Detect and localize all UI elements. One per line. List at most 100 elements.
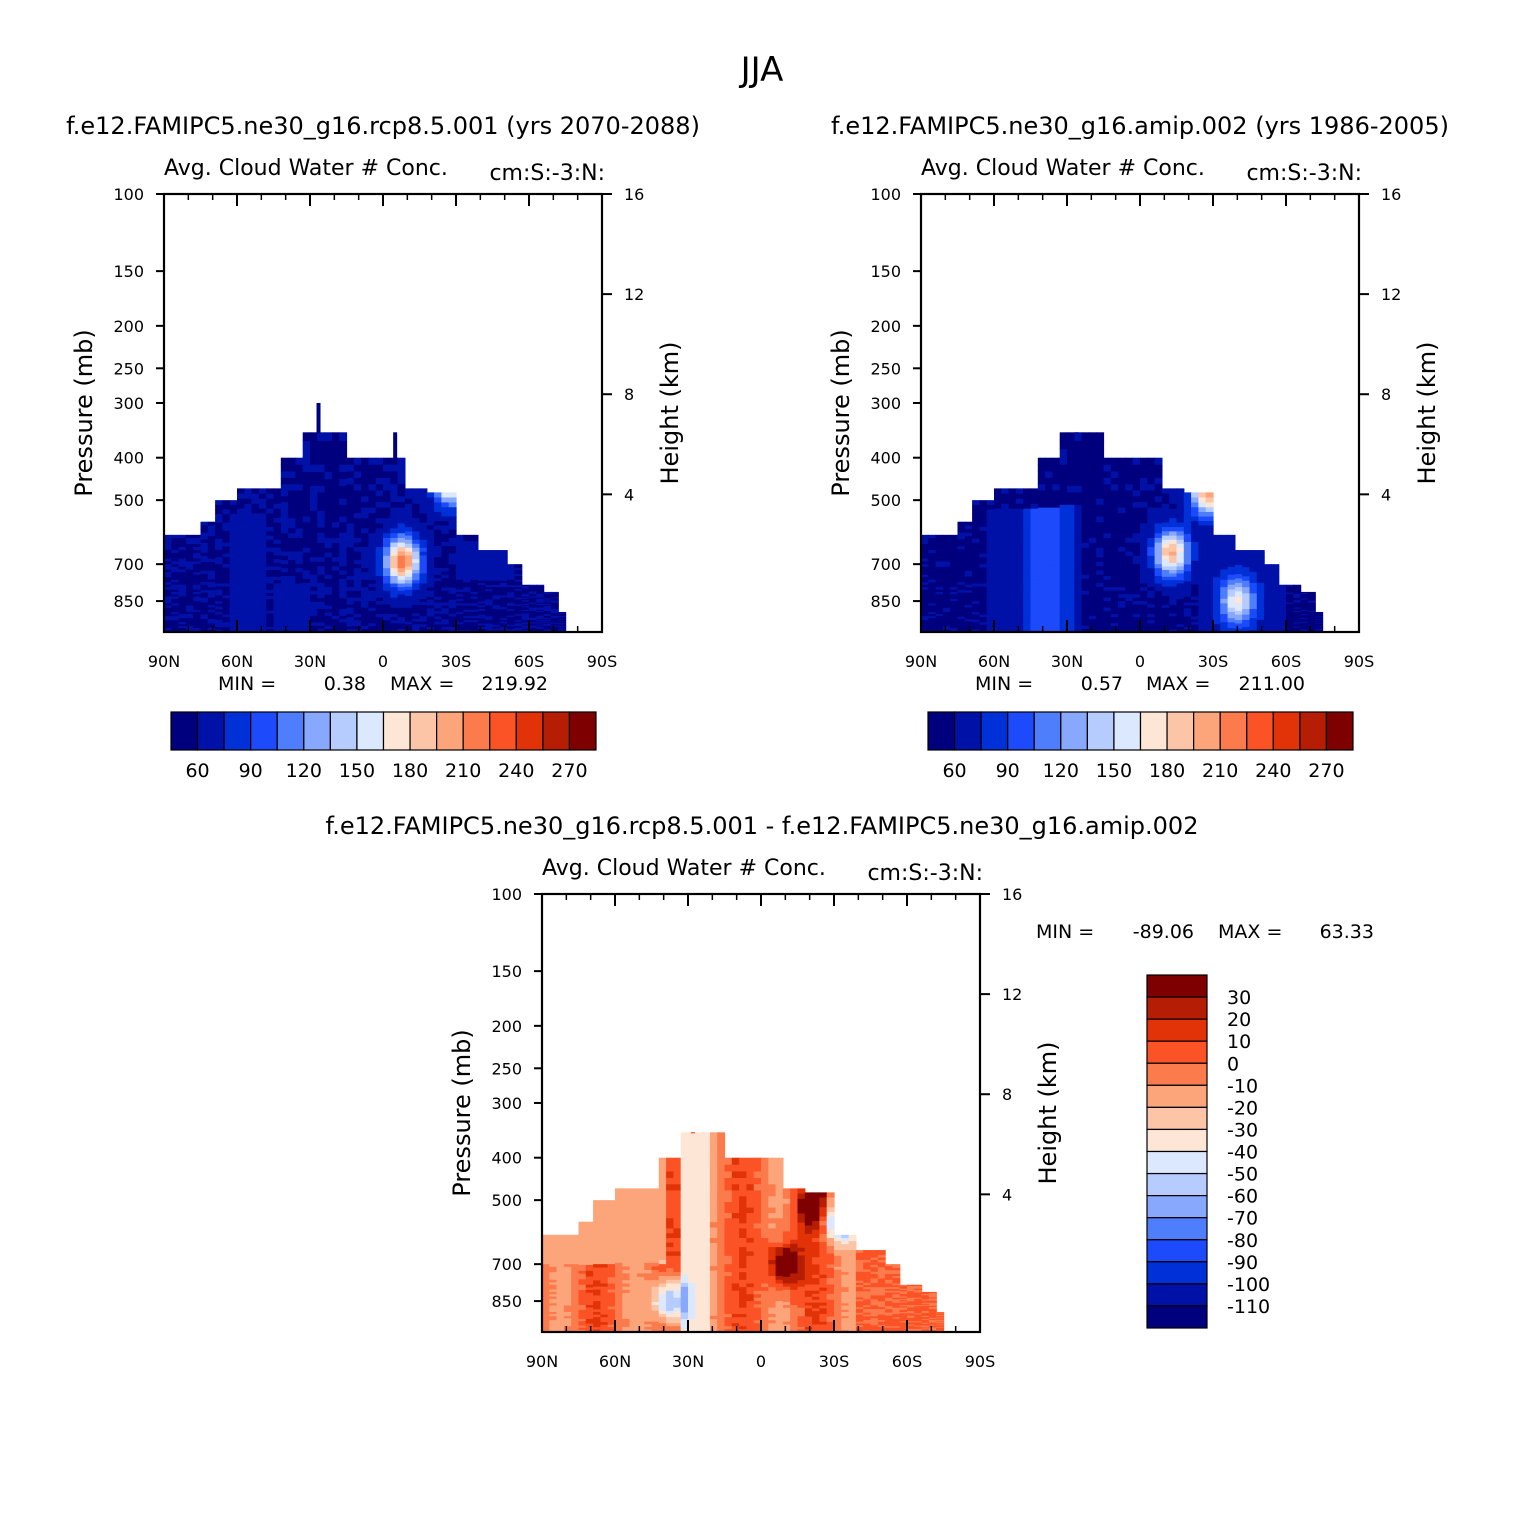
field-cell: [1059, 586, 1068, 592]
field-cell: [1271, 568, 1280, 571]
field-cell: [368, 533, 377, 539]
y-tick-label: 100: [113, 185, 144, 204]
field-cell: [258, 551, 267, 557]
field-cell: [331, 615, 340, 620]
field-cell: [1147, 457, 1156, 466]
field-cell: [979, 574, 988, 578]
field-cell: [1169, 522, 1178, 528]
field-cell: [1081, 561, 1090, 567]
field-cell: [979, 606, 988, 610]
field-cell: [412, 569, 421, 575]
colorbar-box: [409, 711, 438, 751]
field-cell: [1205, 621, 1214, 626]
field-cell: [295, 513, 304, 519]
field-cell: [273, 604, 282, 609]
field-cell: [463, 552, 472, 557]
field-cell: [1286, 620, 1294, 622]
field-cell: [1125, 614, 1134, 618]
field-cell: [1132, 564, 1141, 569]
field-cell: [419, 613, 428, 617]
field-cell: [310, 510, 318, 518]
field-cell: [994, 522, 1002, 528]
field-cell: [1300, 622, 1309, 625]
field-cell: [470, 584, 479, 588]
field-cell: [419, 576, 428, 581]
field-cell: [375, 542, 384, 548]
field-cell: [310, 574, 318, 580]
field-cell: [448, 529, 457, 535]
field-cell: [1256, 578, 1265, 582]
field-cell: [957, 612, 966, 616]
field-cell: [1213, 605, 1221, 609]
field-cell: [942, 598, 951, 602]
field-cell: [1059, 516, 1068, 523]
field-cell: [1169, 555, 1178, 560]
field-cell: [1110, 560, 1119, 565]
field-cell: [215, 614, 223, 618]
field-cell: [1001, 610, 1010, 615]
field-cell: [1140, 528, 1148, 534]
field-cell: [529, 623, 537, 626]
field-cell: [507, 576, 515, 579]
field-cell: [986, 609, 995, 613]
field-cell: [1183, 608, 1192, 612]
field-cell: [258, 616, 267, 620]
field-cell: [207, 579, 216, 583]
field-cell: [986, 564, 995, 569]
field-cell: [1015, 543, 1024, 549]
field-cell: [1242, 552, 1251, 556]
field-cell: [383, 490, 391, 497]
field-cell: [935, 598, 944, 602]
field-cell: [375, 601, 384, 606]
field-cell: [1081, 449, 1090, 458]
field-cell: [972, 606, 980, 610]
field-cell: [921, 616, 929, 619]
field-cell: [1191, 537, 1199, 543]
field-cell: [368, 490, 377, 497]
field-cell: [1220, 624, 1229, 627]
field-cell: [244, 629, 253, 632]
field-cell: [994, 531, 1002, 537]
field-cell: [1059, 598, 1068, 603]
field-cell: [957, 616, 966, 620]
field-cell: [1191, 587, 1199, 592]
field-cell: [942, 534, 951, 539]
field-cell: [1256, 619, 1265, 623]
field-cell: [200, 564, 209, 569]
field-cell: [1008, 566, 1017, 571]
field-cell: [456, 620, 464, 623]
field-cell: [171, 572, 180, 576]
field-cell: [514, 572, 523, 575]
field-cell: [928, 561, 937, 565]
field-cell: [1227, 618, 1236, 621]
field-cell: [994, 539, 1002, 545]
field-cell: [353, 597, 362, 602]
field-cell: [543, 628, 552, 630]
colorbar-label: 270: [551, 760, 587, 782]
field-cell: [957, 525, 966, 530]
field-cell: [1227, 566, 1236, 571]
field-cell: [1169, 626, 1178, 631]
field-cell: [346, 583, 355, 588]
field-cell: [288, 502, 296, 509]
field-cell: [950, 611, 959, 615]
field-cell: [928, 534, 937, 539]
field-cell: [1037, 626, 1046, 630]
field-cell: [346, 623, 355, 627]
y-axis-label: Pressure (mb): [70, 329, 98, 496]
field-cell: [463, 591, 472, 595]
field-cell: [456, 628, 464, 631]
field-cell: [302, 578, 311, 584]
field-cell: [324, 542, 333, 549]
field-cell: [1030, 599, 1039, 603]
field-cell: [921, 552, 929, 557]
field-cell: [536, 588, 545, 591]
field-cell: [1307, 622, 1316, 625]
field-cell: [1015, 493, 1024, 500]
field-cell: [972, 560, 980, 565]
field-cell: [1213, 582, 1221, 586]
field-cell: [1132, 610, 1141, 615]
field-cell: [1118, 507, 1126, 514]
field-cell: [1052, 617, 1061, 621]
field-cell: [353, 528, 362, 534]
